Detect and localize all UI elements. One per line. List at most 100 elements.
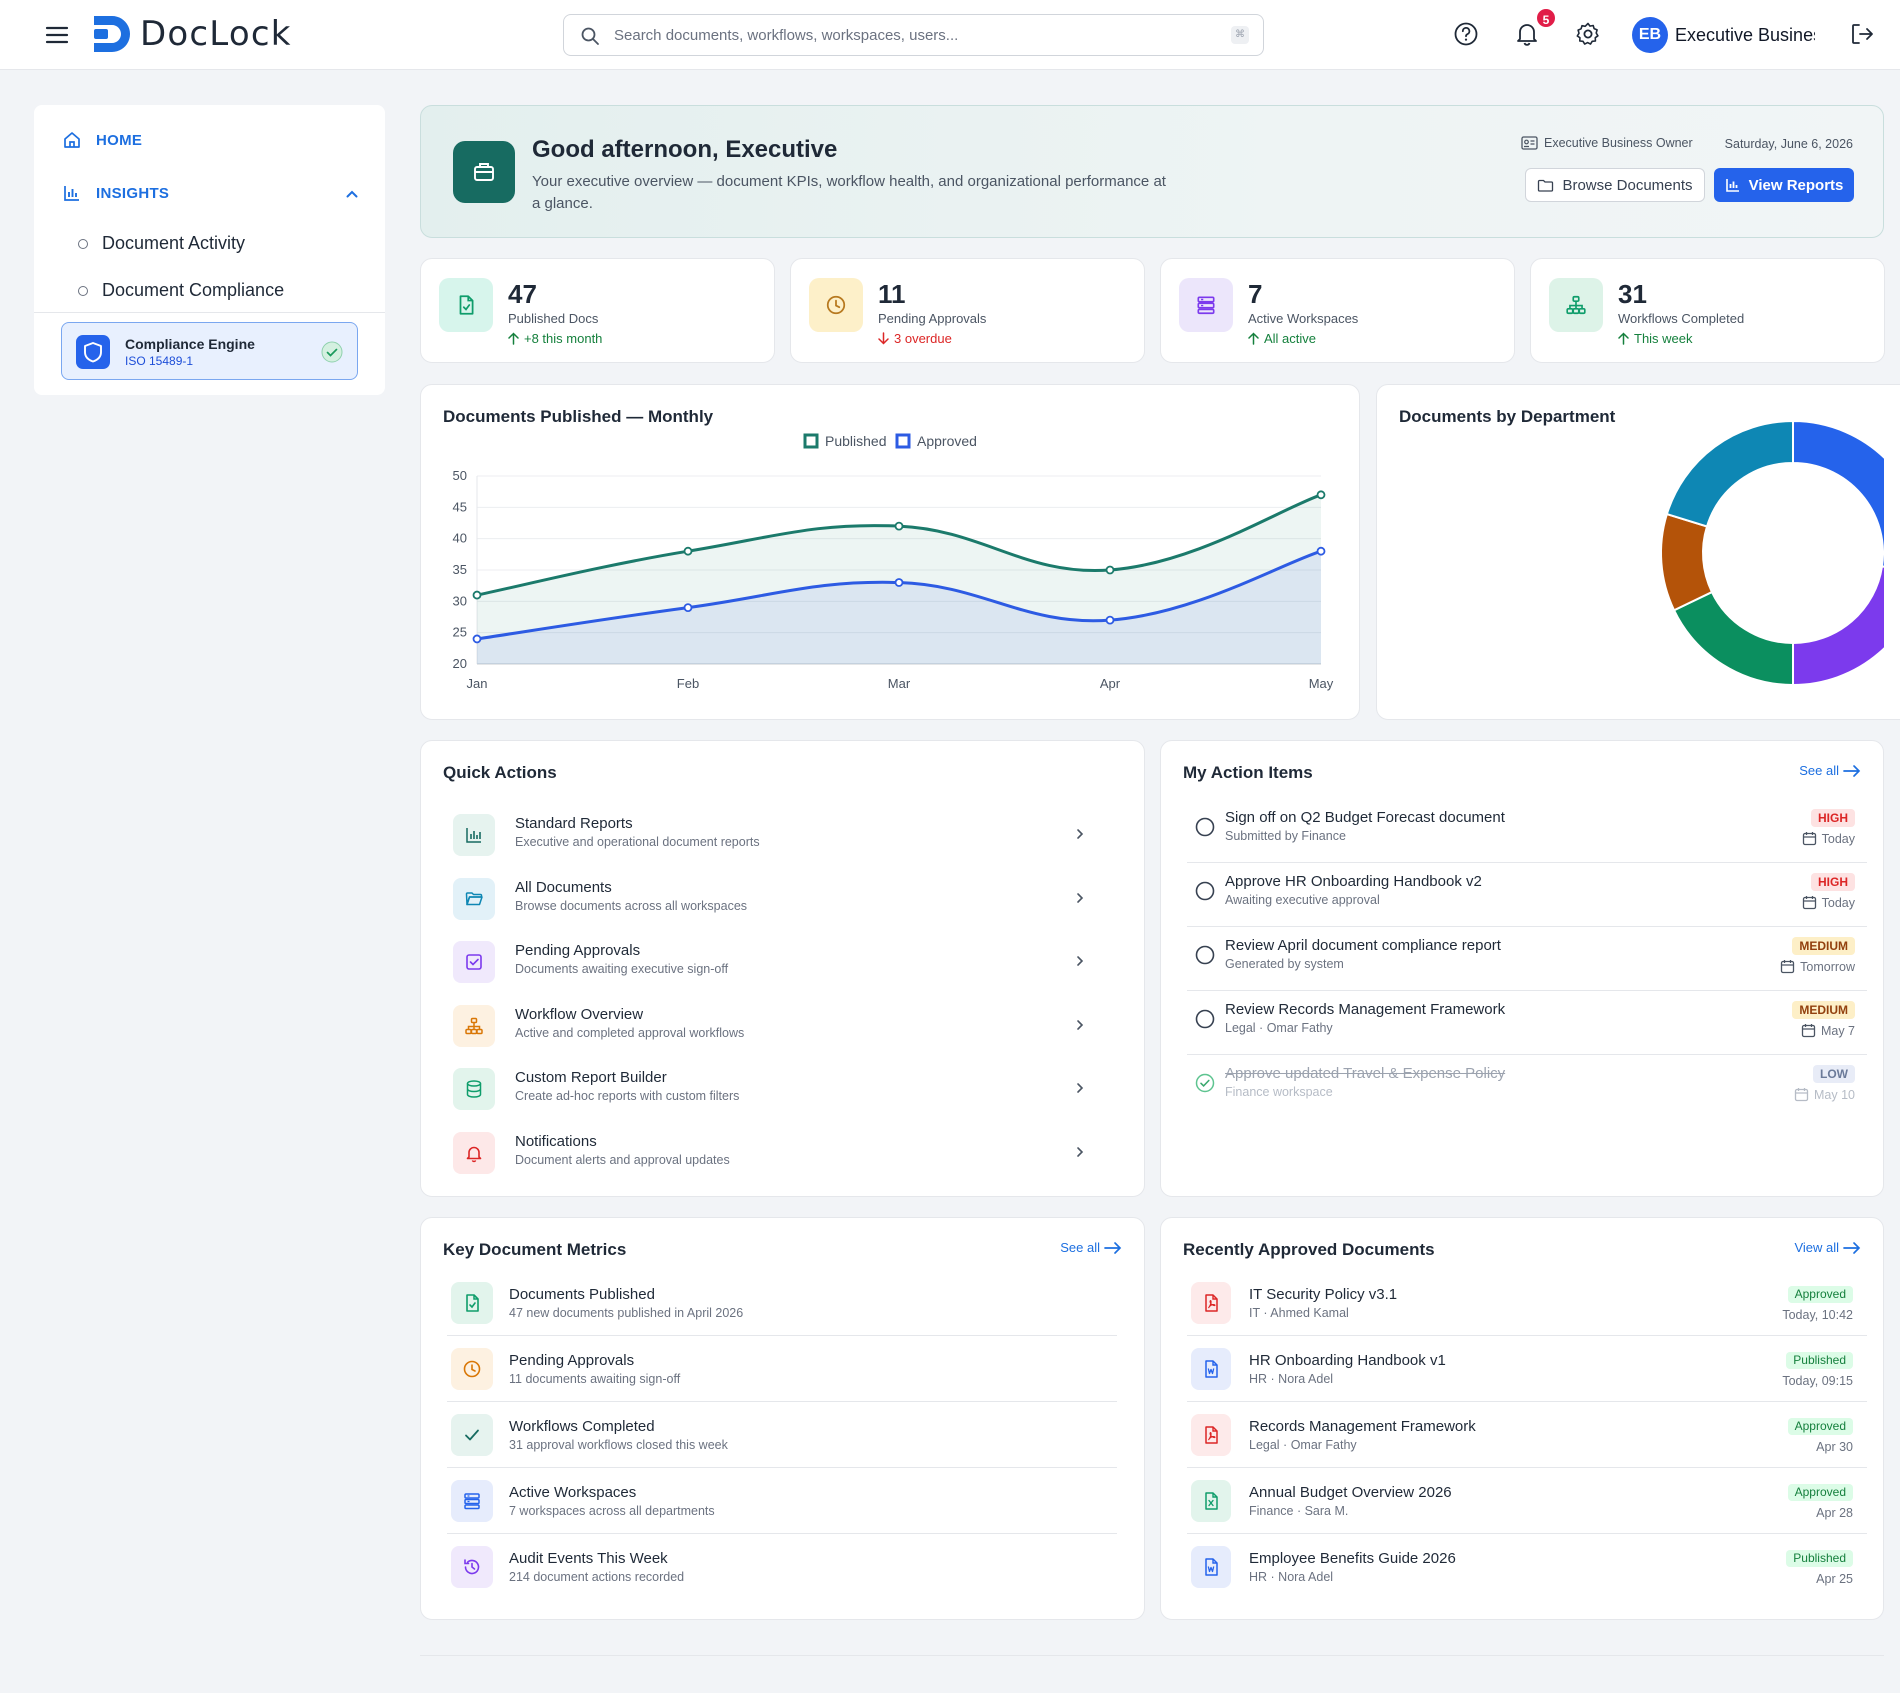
circle-checkbox-icon[interactable] bbox=[1195, 945, 1215, 965]
sidebar-sub-label: Document Activity bbox=[102, 233, 246, 253]
chevron-right-icon bbox=[1075, 954, 1085, 968]
logout-icon[interactable] bbox=[1848, 20, 1876, 48]
series-area-approved bbox=[477, 551, 1321, 664]
compliance-engine-standard: ISO 15489-1 bbox=[125, 354, 194, 368]
metric-description: 31 approval workflows closed this week bbox=[509, 1438, 728, 1452]
data-point bbox=[1316, 490, 1326, 500]
folder-icon bbox=[1538, 179, 1554, 192]
kpi-card-active-workspaces[interactable]: 7 Active Workspaces All active bbox=[1160, 258, 1515, 363]
global-search[interactable]: ⌘ bbox=[563, 14, 1264, 56]
quick-actions-card: Quick Actions Standard Reports Executive … bbox=[420, 740, 1145, 1197]
status-badge: Published bbox=[1786, 1550, 1853, 1567]
quick-action-item[interactable]: Custom Report Builder Create ad-hoc repor… bbox=[453, 1061, 1113, 1117]
action-item[interactable]: Sign off on Q2 Budget Forecast document S… bbox=[1187, 799, 1867, 863]
donut-slice[interactable] bbox=[1792, 565, 1884, 687]
key-metrics-title: Key Document Metrics bbox=[443, 1240, 627, 1259]
calendar-icon bbox=[1780, 959, 1795, 974]
action-item[interactable]: Approve updated Travel & Expense Policy F… bbox=[1187, 1055, 1867, 1119]
hamburger-menu-icon[interactable] bbox=[44, 22, 70, 48]
arrow-up-icon bbox=[508, 332, 519, 345]
document-row[interactable]: Annual Budget Overview 2026 Finance · Sar… bbox=[1187, 1468, 1867, 1534]
circle-checkbox-icon[interactable] bbox=[1195, 881, 1215, 901]
folder-icon bbox=[453, 877, 495, 920]
donut-slice[interactable] bbox=[1792, 421, 1884, 573]
document-title: HR Onboarding Handbook v1 bbox=[1249, 1352, 1446, 1369]
notifications-bell-icon[interactable] bbox=[1513, 20, 1541, 48]
chevron-right-icon bbox=[1075, 1018, 1085, 1032]
quick-action-item[interactable]: Standard Reports Executive and operationa… bbox=[453, 807, 1113, 863]
document-row[interactable]: HR Onboarding Handbook v1 HR · Nora Adel P… bbox=[1187, 1336, 1867, 1402]
layers-icon bbox=[451, 1480, 493, 1522]
document-row[interactable]: IT Security Policy v3.1 IT · Ahmed Kamal A… bbox=[1187, 1270, 1867, 1336]
quick-action-item[interactable]: All Documents Browse documents across all… bbox=[453, 871, 1113, 927]
check-circle-icon[interactable] bbox=[1195, 1073, 1215, 1093]
id-card-icon bbox=[1521, 136, 1538, 150]
user-name[interactable]: Executive Business Owner bbox=[1675, 25, 1815, 45]
sidebar-item-home[interactable]: HOME bbox=[62, 130, 142, 150]
search-input[interactable] bbox=[614, 23, 1194, 47]
kpi-card-pending-approvals[interactable]: 11 Pending Approvals 3 overdue bbox=[790, 258, 1145, 363]
keyboard-shortcut-hint: ⌘ bbox=[1231, 26, 1249, 44]
home-icon bbox=[64, 132, 80, 148]
documents-by-department-card: Documents by Department bbox=[1376, 384, 1900, 720]
circle-checkbox-icon[interactable] bbox=[1195, 1009, 1215, 1029]
status-badge: Published bbox=[1786, 1352, 1853, 1369]
data-point bbox=[1316, 546, 1326, 556]
user-avatar[interactable]: EB bbox=[1632, 17, 1668, 53]
view-reports-button[interactable]: View Reports bbox=[1714, 168, 1854, 202]
help-icon[interactable] bbox=[1452, 20, 1480, 48]
quick-action-item[interactable]: Notifications Document alerts and approva… bbox=[453, 1125, 1113, 1181]
metric-item[interactable]: Active Workspaces 7 workspaces across all… bbox=[447, 1468, 1117, 1534]
sidebar: HOME INSIGHTS Document Activity Document… bbox=[34, 105, 385, 395]
due-date: Today bbox=[1802, 831, 1855, 846]
check-square-icon bbox=[453, 941, 495, 983]
action-item-title: Review April document compliance report bbox=[1225, 937, 1501, 954]
action-item[interactable]: Review Records Management Framework Legal… bbox=[1187, 991, 1867, 1055]
greeting-subtitle: Your executive overview — document KPIs,… bbox=[532, 173, 1166, 212]
action-items-see-all-link[interactable]: See all bbox=[1799, 763, 1861, 778]
metric-description: 214 document actions recorded bbox=[509, 1570, 685, 1584]
compliance-engine-card[interactable]: Compliance Engine ISO 15489-1 bbox=[61, 322, 358, 380]
document-owner: IT · Ahmed Kamal bbox=[1249, 1306, 1349, 1320]
metric-item[interactable]: Audit Events This Week 214 document actio… bbox=[447, 1534, 1117, 1600]
circle-checkbox-icon[interactable] bbox=[1195, 817, 1215, 837]
y-tick-label: 40 bbox=[453, 531, 467, 546]
action-items-card: My Action Items See all Sign off on Q2 B… bbox=[1160, 740, 1884, 1197]
app-logo[interactable]: DocLock bbox=[90, 12, 292, 56]
key-metrics-see-all-link[interactable]: See all bbox=[1060, 1240, 1122, 1255]
kpi-card-published-docs[interactable]: 47 Published Docs +8 this month bbox=[420, 258, 775, 363]
donut-slice[interactable] bbox=[1665, 421, 1794, 528]
browse-documents-button[interactable]: Browse Documents bbox=[1525, 168, 1705, 202]
settings-gear-icon[interactable] bbox=[1574, 20, 1602, 48]
action-item[interactable]: Approve HR Onboarding Handbook v2 Awaitin… bbox=[1187, 863, 1867, 927]
chevron-right-icon bbox=[1075, 1145, 1085, 1159]
quick-action-item[interactable]: Pending Approvals Documents awaiting exec… bbox=[453, 934, 1113, 990]
action-item[interactable]: Review April document compliance report G… bbox=[1187, 927, 1867, 991]
donut-slice[interactable] bbox=[1660, 512, 1714, 612]
metric-item[interactable]: Pending Approvals 11 documents awaiting s… bbox=[447, 1336, 1117, 1402]
x-tick-label: Apr bbox=[1100, 676, 1121, 691]
document-row[interactable]: Records Management Framework Legal · Omar… bbox=[1187, 1402, 1867, 1468]
chevron-up-icon[interactable] bbox=[344, 186, 360, 202]
document-owner: Legal · Omar Fathy bbox=[1249, 1438, 1357, 1452]
check-icon bbox=[451, 1414, 493, 1456]
document-row[interactable]: Employee Benefits Guide 2026 HR · Nora Ad… bbox=[1187, 1534, 1867, 1600]
quick-action-description: Browse documents across all workspaces bbox=[515, 898, 748, 913]
kpi-label: Active Workspaces bbox=[1248, 311, 1359, 326]
sidebar-item-document-compliance[interactable]: Document Compliance bbox=[78, 280, 284, 301]
donut-slice[interactable] bbox=[1672, 590, 1794, 687]
notification-count-badge: 5 bbox=[1535, 7, 1557, 29]
arrow-right-icon bbox=[1843, 764, 1861, 777]
metric-item[interactable]: Workflows Completed 31 approval workflows… bbox=[447, 1402, 1117, 1468]
metric-item[interactable]: Documents Published 47 new documents publ… bbox=[447, 1270, 1117, 1336]
sidebar-item-insights[interactable]: INSIGHTS bbox=[62, 183, 362, 203]
data-point bbox=[894, 521, 904, 531]
recent-docs-view-all-link[interactable]: View all bbox=[1794, 1240, 1861, 1255]
kpi-card-workflows-completed[interactable]: 31 Workflows Completed This week bbox=[1530, 258, 1885, 363]
metric-title: Workflows Completed bbox=[509, 1418, 655, 1435]
due-date-label: May 10 bbox=[1814, 1087, 1855, 1102]
welcome-banner: Good afternoon, Executive Your executive… bbox=[420, 105, 1884, 238]
sidebar-item-document-activity[interactable]: Document Activity bbox=[78, 233, 245, 254]
quick-action-item[interactable]: Workflow Overview Active and completed ap… bbox=[453, 998, 1113, 1054]
word-icon bbox=[1191, 1348, 1231, 1390]
